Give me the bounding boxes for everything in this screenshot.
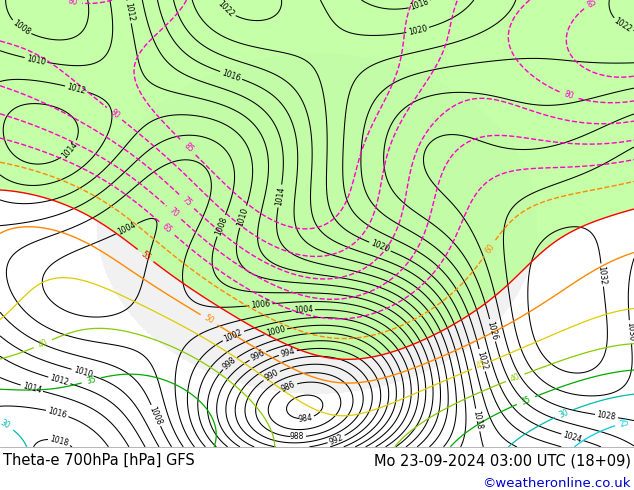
Text: 1010: 1010: [72, 366, 93, 380]
Text: 1026: 1026: [486, 320, 500, 341]
Text: 40: 40: [509, 372, 521, 384]
Text: 1018: 1018: [410, 0, 430, 12]
Text: 1012: 1012: [123, 2, 135, 22]
Text: 1012: 1012: [66, 82, 87, 96]
Text: 55: 55: [139, 249, 152, 262]
Text: 1030: 1030: [625, 322, 634, 342]
Text: 1018: 1018: [472, 410, 484, 430]
Text: 1002: 1002: [223, 328, 244, 343]
Text: 35: 35: [86, 375, 97, 386]
Text: 1010: 1010: [26, 54, 46, 67]
Text: 1016: 1016: [47, 406, 68, 420]
Text: 986: 986: [280, 380, 297, 394]
Text: 1014: 1014: [60, 140, 80, 160]
Text: 1020: 1020: [370, 239, 391, 254]
Text: 50: 50: [203, 314, 216, 326]
Text: 1018: 1018: [49, 434, 70, 448]
Text: 990: 990: [263, 368, 280, 383]
Text: 1008: 1008: [11, 19, 32, 37]
Text: 85: 85: [182, 142, 195, 154]
Text: 1014: 1014: [22, 381, 42, 395]
Text: 1008: 1008: [148, 405, 164, 426]
Text: 40: 40: [37, 338, 49, 350]
Text: 80: 80: [108, 107, 121, 120]
Text: 1020: 1020: [407, 24, 428, 37]
Text: 994: 994: [280, 346, 296, 359]
Text: 1024: 1024: [562, 430, 583, 444]
Text: 1014: 1014: [274, 186, 286, 206]
Text: Theta-e 700hPa [hPa] GFS: Theta-e 700hPa [hPa] GFS: [3, 453, 195, 468]
Text: 996: 996: [249, 348, 266, 363]
Text: 992: 992: [328, 433, 345, 446]
Text: 1022: 1022: [476, 350, 489, 370]
Text: 70: 70: [167, 206, 181, 219]
Text: 35: 35: [520, 394, 532, 407]
Text: 45: 45: [475, 359, 488, 371]
Text: 30: 30: [558, 408, 570, 419]
Text: 1032: 1032: [597, 265, 608, 285]
Text: 25: 25: [619, 417, 630, 429]
Text: 988: 988: [290, 432, 304, 441]
Text: 65: 65: [160, 222, 174, 235]
Text: 1010: 1010: [236, 206, 250, 227]
Text: 998: 998: [221, 355, 238, 371]
Text: 1022: 1022: [612, 17, 633, 34]
Text: 60: 60: [483, 242, 496, 255]
Text: ©weatheronline.co.uk: ©weatheronline.co.uk: [482, 477, 631, 490]
Text: 80: 80: [67, 0, 79, 7]
Text: 75: 75: [180, 195, 193, 208]
Text: 1022: 1022: [216, 0, 236, 19]
Text: Mo 23-09-2024 03:00 UTC (18+09): Mo 23-09-2024 03:00 UTC (18+09): [374, 453, 631, 468]
Text: 1016: 1016: [221, 68, 242, 83]
Text: 984: 984: [297, 413, 313, 424]
Text: 30: 30: [0, 418, 11, 431]
Text: 1008: 1008: [214, 215, 229, 236]
Text: 80: 80: [563, 90, 575, 101]
Text: 1000: 1000: [265, 325, 286, 338]
Text: 1028: 1028: [597, 410, 616, 422]
Text: 85: 85: [586, 0, 598, 9]
Text: 1004: 1004: [116, 220, 138, 237]
Text: 1004: 1004: [294, 305, 313, 316]
Text: 1006: 1006: [251, 299, 271, 310]
Text: 1012: 1012: [49, 373, 70, 388]
